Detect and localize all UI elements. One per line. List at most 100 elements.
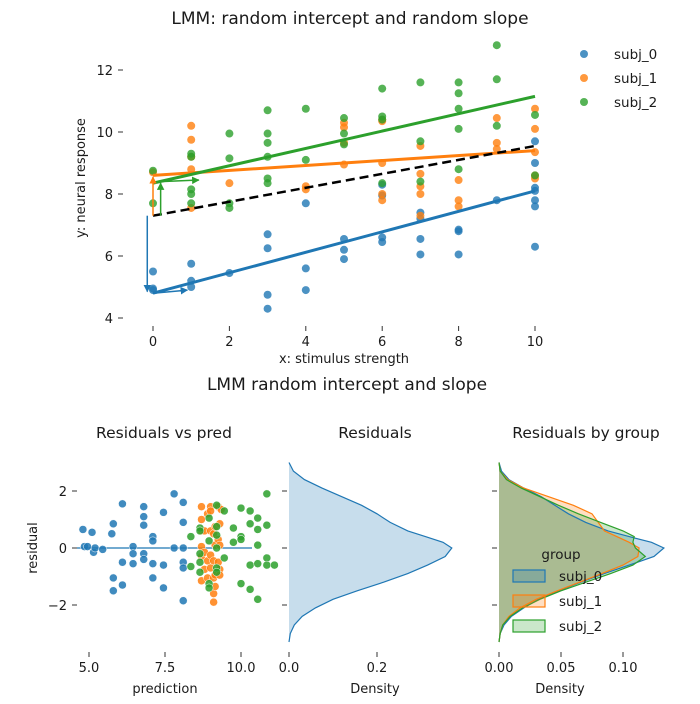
residual-point-subj_1: [206, 506, 215, 516]
data-point-subj_2: [454, 124, 463, 133]
residual-point-subj_0: [139, 555, 148, 564]
residual-point-subj_2: [220, 506, 229, 516]
data-point-subj_2: [263, 106, 272, 115]
kde-fill-all: [289, 462, 452, 643]
x-tick-label: 8: [454, 335, 462, 350]
y-tick-label: 6: [105, 250, 113, 265]
legend-swatch-subj_2: [512, 619, 546, 633]
x-tick-label: 0: [149, 335, 157, 350]
top-chart-legend: subj_0 subj_1 subj_2: [580, 47, 657, 111]
data-point-subj_1: [492, 114, 501, 123]
residual-point-subj_1: [209, 597, 218, 607]
residual-point-subj_2: [253, 525, 262, 534]
residual-point-subj_2: [204, 513, 214, 523]
x-tick-label: 0.05: [547, 661, 576, 676]
residual-point-subj_0: [178, 518, 188, 527]
residual-point-subj_2: [270, 560, 279, 570]
data-point-subj_1: [187, 135, 196, 144]
data-point-subj_2: [454, 104, 463, 113]
kde-fill-subj_1: [499, 462, 640, 643]
residual-point-subj_2: [195, 567, 205, 577]
residual-point-subj_0: [159, 508, 168, 517]
legend-swatch-subj_1: [512, 594, 546, 608]
residual-point-subj_0: [83, 542, 92, 551]
data-point-subj_2: [416, 137, 425, 146]
x-tick-label: 0.2: [367, 661, 388, 676]
x-tick-label: 0.00: [485, 661, 514, 676]
residuals-vs-pred-chart: Residuals vs pred prediction residual 5.…: [26, 424, 279, 697]
data-point-subj_2: [301, 104, 310, 113]
residual-point-subj_0: [118, 580, 127, 590]
data-point-subj_2: [263, 179, 272, 188]
data-point-subj_1: [416, 169, 425, 178]
data-point-subj_2: [340, 129, 348, 138]
top-chart-title: LMM: random intercept and random slope: [171, 9, 528, 29]
residual-point-subj_0: [109, 519, 118, 529]
data-point-subj_0: [531, 202, 539, 211]
residual-point-subj_0: [169, 543, 179, 553]
residual-point-subj_0: [78, 525, 88, 534]
data-point-subj_1: [492, 145, 501, 154]
data-point-subj_2: [378, 84, 387, 93]
residual-point-subj_0: [107, 529, 117, 538]
data-point-subj_1: [187, 121, 196, 130]
data-point-subj_1: [454, 196, 463, 205]
residual-point-subj_2: [212, 567, 221, 577]
fixed-effect-line: [152, 144, 536, 217]
residual-point-subj_2: [245, 560, 255, 570]
residual-point-subj_2: [204, 583, 214, 593]
data-point-subj_2: [225, 203, 234, 212]
data-point-subj_2: [340, 114, 348, 123]
data-point-subj_0: [187, 259, 196, 268]
residuals-vs-pred-ticks: 5.0 7.5 10.0 −2 0 2: [48, 485, 256, 676]
data-point-subj_0: [301, 286, 310, 295]
kde-fill-subj_2: [499, 462, 646, 643]
fit-line-subj_2: [152, 94, 536, 185]
residuals-kde-title: Residuals: [338, 424, 412, 442]
residuals-by-group-chart: Residuals by group Density 0.00 0.05 0.10 …: [485, 424, 666, 697]
legend-label-subj_1: subj_1: [559, 594, 602, 610]
residual-point-subj_0: [178, 498, 188, 507]
x-tick-label: 2: [225, 335, 233, 350]
kde-line-subj_2: [498, 462, 647, 643]
residual-point-subj_0: [178, 543, 188, 553]
residual-point-subj_2: [253, 513, 262, 523]
data-point-subj_2: [187, 199, 196, 208]
data-point-subj_0: [149, 267, 157, 276]
residuals-kde-ticks: 0.0 0.2: [279, 490, 388, 676]
figure-suptitle: LMM random intercept and slope: [207, 375, 487, 395]
data-point-subj_1: [225, 179, 234, 188]
data-point-subj_2: [301, 155, 310, 164]
legend-label-subj_0: subj_0: [614, 47, 657, 63]
legend-marker-subj_2: [580, 98, 588, 106]
data-point-subj_1: [531, 124, 539, 133]
arrow-subj_0: [152, 286, 189, 295]
legend-label-subj_1: subj_1: [614, 71, 657, 87]
data-point-subj_2: [340, 140, 348, 149]
x-tick-label: 10.0: [227, 661, 256, 676]
data-point-subj_0: [454, 227, 463, 236]
data-point-subj_0: [416, 250, 425, 259]
data-point-subj_0: [531, 137, 539, 146]
residual-point-subj_0: [90, 543, 100, 553]
residuals-by-group-legend: group subj_0 subj_1 subj_2: [512, 547, 602, 635]
residual-point-subj_0: [87, 528, 97, 537]
residual-point-subj_2: [253, 540, 262, 550]
data-point-subj_0: [531, 159, 539, 167]
top-chart-ticks: 0 2 4 6 8 10 4 6 8 10 12: [96, 64, 543, 350]
x-tick-label: 10: [527, 335, 544, 350]
residual-point-subj_0: [148, 536, 158, 546]
arrow-subj_2: [160, 176, 200, 185]
residual-point-subj_0: [178, 563, 188, 573]
residual-point-subj_2: [236, 579, 246, 588]
top-chart-xlabel: x: stimulus strength: [279, 352, 409, 367]
data-point-subj_1: [492, 138, 501, 147]
x-tick-label: 4: [302, 335, 310, 350]
legend-title: group: [541, 547, 580, 563]
fit-line-subj_0: [152, 189, 536, 295]
data-point-subj_1: [454, 176, 463, 185]
residuals-kde-chart: Residuals Density 0.0 0.2: [279, 424, 453, 697]
residual-point-subj_2: [229, 523, 238, 533]
residual-point-subj_2: [245, 506, 255, 516]
data-point-subj_2: [187, 190, 196, 198]
